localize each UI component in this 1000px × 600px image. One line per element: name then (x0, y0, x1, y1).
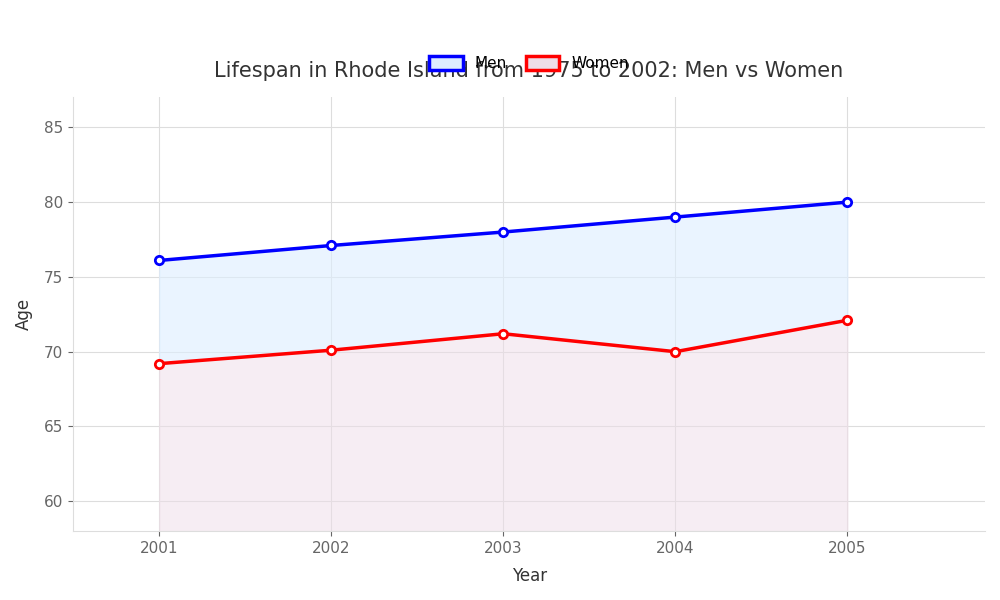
X-axis label: Year: Year (512, 567, 547, 585)
Legend: Men, Women: Men, Women (422, 49, 637, 79)
Y-axis label: Age: Age (15, 298, 33, 331)
Title: Lifespan in Rhode Island from 1975 to 2002: Men vs Women: Lifespan in Rhode Island from 1975 to 20… (214, 61, 844, 80)
